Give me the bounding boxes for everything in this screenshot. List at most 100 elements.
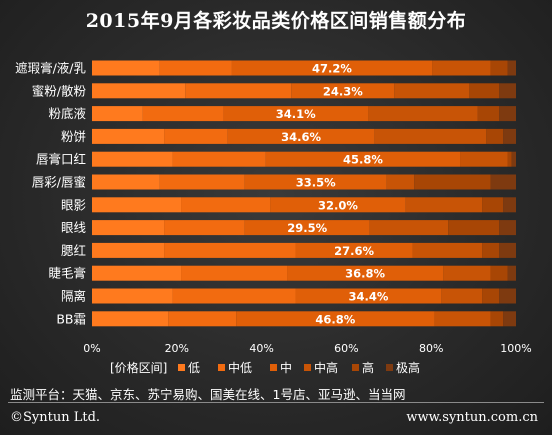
- bar-segment: [92, 265, 182, 281]
- bar-segment: [482, 242, 500, 258]
- bar-segment: [374, 128, 487, 144]
- copyright-text: ©Syntun Ltd.: [10, 410, 101, 425]
- data-label: 32.0%: [318, 198, 358, 212]
- bar-segment: [503, 128, 516, 144]
- bar-segment: [460, 151, 508, 167]
- bar-segment: [291, 83, 395, 99]
- data-label: 47.2%: [312, 62, 352, 76]
- legend-swatch: [270, 364, 277, 371]
- bar-segment: [159, 60, 232, 76]
- x-tick-label: 80%: [419, 342, 443, 355]
- bar-segment: [499, 220, 516, 236]
- category-label: 遮瑕膏/液/乳: [15, 61, 86, 76]
- bar-segment: [172, 288, 296, 304]
- bar-segment: [92, 220, 165, 236]
- bar-segment: [499, 288, 516, 304]
- data-label: 27.6%: [334, 244, 374, 258]
- bar-segment: [469, 83, 500, 99]
- bar-segment: [386, 174, 415, 190]
- bar-segment: [164, 220, 245, 236]
- footer-divider: [8, 402, 544, 403]
- bar-segment: [287, 265, 444, 281]
- category-label: 粉底液: [48, 106, 86, 121]
- category-label: 睫毛膏: [48, 266, 86, 281]
- bar-segment: [236, 311, 435, 327]
- bar-segment: [412, 242, 483, 258]
- website-text: www.syntun.com.cn: [406, 410, 538, 425]
- bar-segment: [92, 311, 169, 327]
- bar-segment: [405, 197, 483, 213]
- bar-segment: [448, 220, 500, 236]
- legend-swatch: [178, 364, 185, 371]
- data-label: 33.5%: [296, 176, 336, 190]
- category-label: 唇彩/唇蜜: [32, 175, 86, 190]
- bar-segment: [434, 311, 491, 327]
- bar-segment: [223, 106, 369, 122]
- legend-swatch: [304, 364, 311, 371]
- bar-segment: [265, 151, 461, 167]
- bar-segment: [92, 60, 160, 76]
- legend-swatch: [218, 364, 225, 371]
- category-label: 蜜粉/散粉: [32, 83, 87, 98]
- x-tick-label: 20%: [165, 342, 189, 355]
- bar-segment: [507, 151, 512, 167]
- bar-segment: [164, 128, 228, 144]
- bar-segment: [499, 83, 516, 99]
- legend-title: [价格区间]: [110, 360, 167, 375]
- legend-label: 低: [188, 361, 200, 375]
- bar-segment: [142, 106, 224, 122]
- bar-segment: [482, 197, 504, 213]
- bar-segment: [482, 288, 500, 304]
- x-tick-label: 100%: [500, 342, 531, 355]
- bar-segment: [503, 197, 516, 213]
- bar-segment: [414, 174, 491, 190]
- legend-label: 中高: [314, 360, 338, 375]
- bar-segment: [181, 197, 271, 213]
- category-label: 眼线: [61, 220, 87, 235]
- bar-segment: [295, 242, 413, 258]
- data-label: 36.8%: [345, 267, 385, 281]
- category-label: 眼影: [61, 197, 87, 212]
- bar-segment: [499, 242, 516, 258]
- bar-segment: [92, 128, 165, 144]
- bar-segment: [477, 106, 500, 122]
- stacked-bar-chart: 遮瑕膏/液/乳 47.2% 蜜粉/散粉 24.3% 粉底液 34.1% 粉饼 34.6% 唇膏口…: [15, 60, 532, 375]
- bar-segment: [443, 265, 491, 281]
- x-tick-label: 0%: [83, 342, 100, 355]
- bar-segment: [92, 83, 186, 99]
- bar-segment: [490, 265, 508, 281]
- bar-segment: [92, 197, 182, 213]
- bar-segment: [92, 242, 165, 258]
- bar-segment: [490, 311, 504, 327]
- chart-title: 2015年9月各彩妆品类价格区间销售额分布: [85, 10, 467, 32]
- bar-segment: [164, 242, 296, 258]
- bar-segment: [92, 151, 173, 167]
- data-label: 45.8%: [343, 153, 383, 167]
- legend-label: 中: [280, 360, 292, 375]
- category-label: 腮红: [61, 243, 86, 258]
- category-label: 唇膏口红: [36, 152, 86, 167]
- bar-segment: [486, 128, 504, 144]
- bar-segment: [244, 174, 387, 190]
- bar-segment: [231, 60, 433, 76]
- bar-segment: [168, 311, 237, 327]
- bar-segment: [92, 106, 143, 122]
- bar-segment: [441, 288, 483, 304]
- data-label: 24.3%: [323, 84, 363, 98]
- x-tick-label: 60%: [334, 342, 358, 355]
- bar-segment: [172, 151, 266, 167]
- category-label: 粉饼: [61, 129, 86, 144]
- bar-segment: [92, 174, 160, 190]
- legend-label: 极高: [396, 360, 420, 375]
- legend-label: 中低: [228, 360, 252, 375]
- bar-segment: [507, 60, 516, 76]
- bar-segment: [503, 311, 516, 327]
- bar-segment: [490, 174, 516, 190]
- bar-segment: [244, 220, 370, 236]
- bar-segment: [369, 220, 449, 236]
- bar-segment: [295, 288, 442, 304]
- data-label: 34.4%: [348, 290, 388, 304]
- data-label: 46.8%: [315, 312, 355, 326]
- category-label: BB霜: [56, 311, 86, 326]
